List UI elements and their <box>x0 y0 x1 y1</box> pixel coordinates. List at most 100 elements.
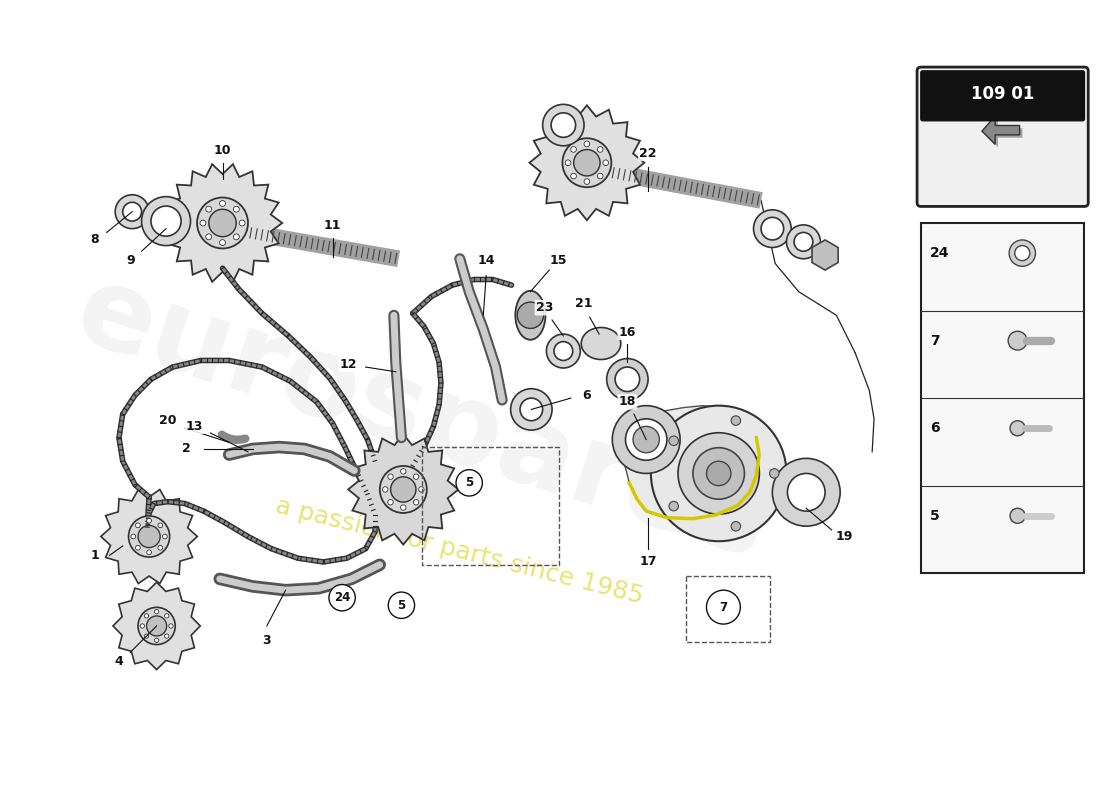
Text: 7: 7 <box>719 601 727 614</box>
Circle shape <box>123 202 142 221</box>
Circle shape <box>615 367 639 391</box>
Text: 12: 12 <box>340 358 358 370</box>
Circle shape <box>794 233 813 251</box>
Circle shape <box>388 592 415 618</box>
Circle shape <box>390 477 416 502</box>
Circle shape <box>146 518 152 523</box>
FancyBboxPatch shape <box>921 223 1085 574</box>
Circle shape <box>547 334 581 368</box>
Polygon shape <box>984 119 1022 147</box>
Ellipse shape <box>515 290 546 340</box>
Circle shape <box>146 616 166 636</box>
Circle shape <box>754 210 791 247</box>
Circle shape <box>158 523 163 528</box>
Circle shape <box>329 585 355 611</box>
Circle shape <box>788 474 825 511</box>
Circle shape <box>206 206 211 212</box>
Circle shape <box>732 522 740 531</box>
Text: 6: 6 <box>931 422 939 435</box>
Circle shape <box>542 104 584 146</box>
Circle shape <box>142 197 190 246</box>
Circle shape <box>1009 240 1035 266</box>
Circle shape <box>597 146 603 152</box>
Text: 6: 6 <box>583 389 591 402</box>
Circle shape <box>419 486 425 492</box>
Circle shape <box>562 138 612 187</box>
Polygon shape <box>619 406 759 518</box>
Circle shape <box>772 458 840 526</box>
Circle shape <box>158 546 163 550</box>
Circle shape <box>165 614 169 618</box>
Circle shape <box>761 218 783 240</box>
Circle shape <box>626 419 667 460</box>
Circle shape <box>554 342 573 361</box>
Circle shape <box>388 474 393 479</box>
Text: 7: 7 <box>931 334 939 348</box>
Text: 5: 5 <box>397 598 406 612</box>
Circle shape <box>706 590 740 624</box>
Circle shape <box>220 240 225 246</box>
Circle shape <box>510 389 552 430</box>
Circle shape <box>574 150 601 176</box>
Text: 2: 2 <box>183 442 191 455</box>
Text: 109 01: 109 01 <box>971 85 1034 103</box>
Circle shape <box>138 607 175 645</box>
Text: eurospares: eurospares <box>63 254 782 583</box>
Circle shape <box>200 220 206 226</box>
Circle shape <box>131 534 135 539</box>
Circle shape <box>603 160 608 166</box>
Polygon shape <box>982 116 1020 144</box>
Text: 4: 4 <box>114 655 123 668</box>
Circle shape <box>209 210 236 237</box>
FancyArrowPatch shape <box>222 434 245 440</box>
Text: 5: 5 <box>931 509 940 523</box>
Text: 15: 15 <box>550 254 568 267</box>
Circle shape <box>651 406 786 542</box>
Circle shape <box>379 466 427 513</box>
Circle shape <box>197 198 248 249</box>
Text: 5: 5 <box>465 476 473 490</box>
Text: 9: 9 <box>126 254 134 267</box>
Circle shape <box>135 523 141 528</box>
Circle shape <box>154 610 158 614</box>
Text: 13: 13 <box>186 420 204 433</box>
Text: 16: 16 <box>618 326 636 338</box>
Text: 1: 1 <box>90 549 99 562</box>
Circle shape <box>584 141 590 146</box>
Circle shape <box>163 534 167 539</box>
Circle shape <box>144 614 148 618</box>
Text: 17: 17 <box>639 555 657 569</box>
Circle shape <box>400 505 406 510</box>
Text: 23: 23 <box>536 302 553 314</box>
Circle shape <box>144 634 148 638</box>
Circle shape <box>520 398 542 421</box>
Circle shape <box>584 178 590 184</box>
Circle shape <box>233 206 240 212</box>
Polygon shape <box>101 490 197 583</box>
Circle shape <box>388 499 393 505</box>
Circle shape <box>669 502 679 511</box>
Circle shape <box>206 234 211 240</box>
Circle shape <box>1010 421 1025 436</box>
Circle shape <box>154 638 158 642</box>
Text: 18: 18 <box>618 395 636 408</box>
Circle shape <box>146 550 152 554</box>
Circle shape <box>414 499 419 505</box>
Text: 11: 11 <box>323 219 341 232</box>
Circle shape <box>1015 246 1030 261</box>
Circle shape <box>456 470 483 496</box>
Circle shape <box>632 426 659 453</box>
Circle shape <box>607 358 648 400</box>
Circle shape <box>786 225 821 258</box>
Circle shape <box>565 160 571 166</box>
Circle shape <box>693 448 745 499</box>
Circle shape <box>1009 331 1027 350</box>
Circle shape <box>168 624 173 628</box>
Text: 21: 21 <box>575 298 593 310</box>
Circle shape <box>770 469 779 478</box>
Polygon shape <box>113 582 200 670</box>
Circle shape <box>732 416 740 426</box>
Circle shape <box>400 469 406 474</box>
Circle shape <box>571 146 576 152</box>
Circle shape <box>613 406 680 474</box>
